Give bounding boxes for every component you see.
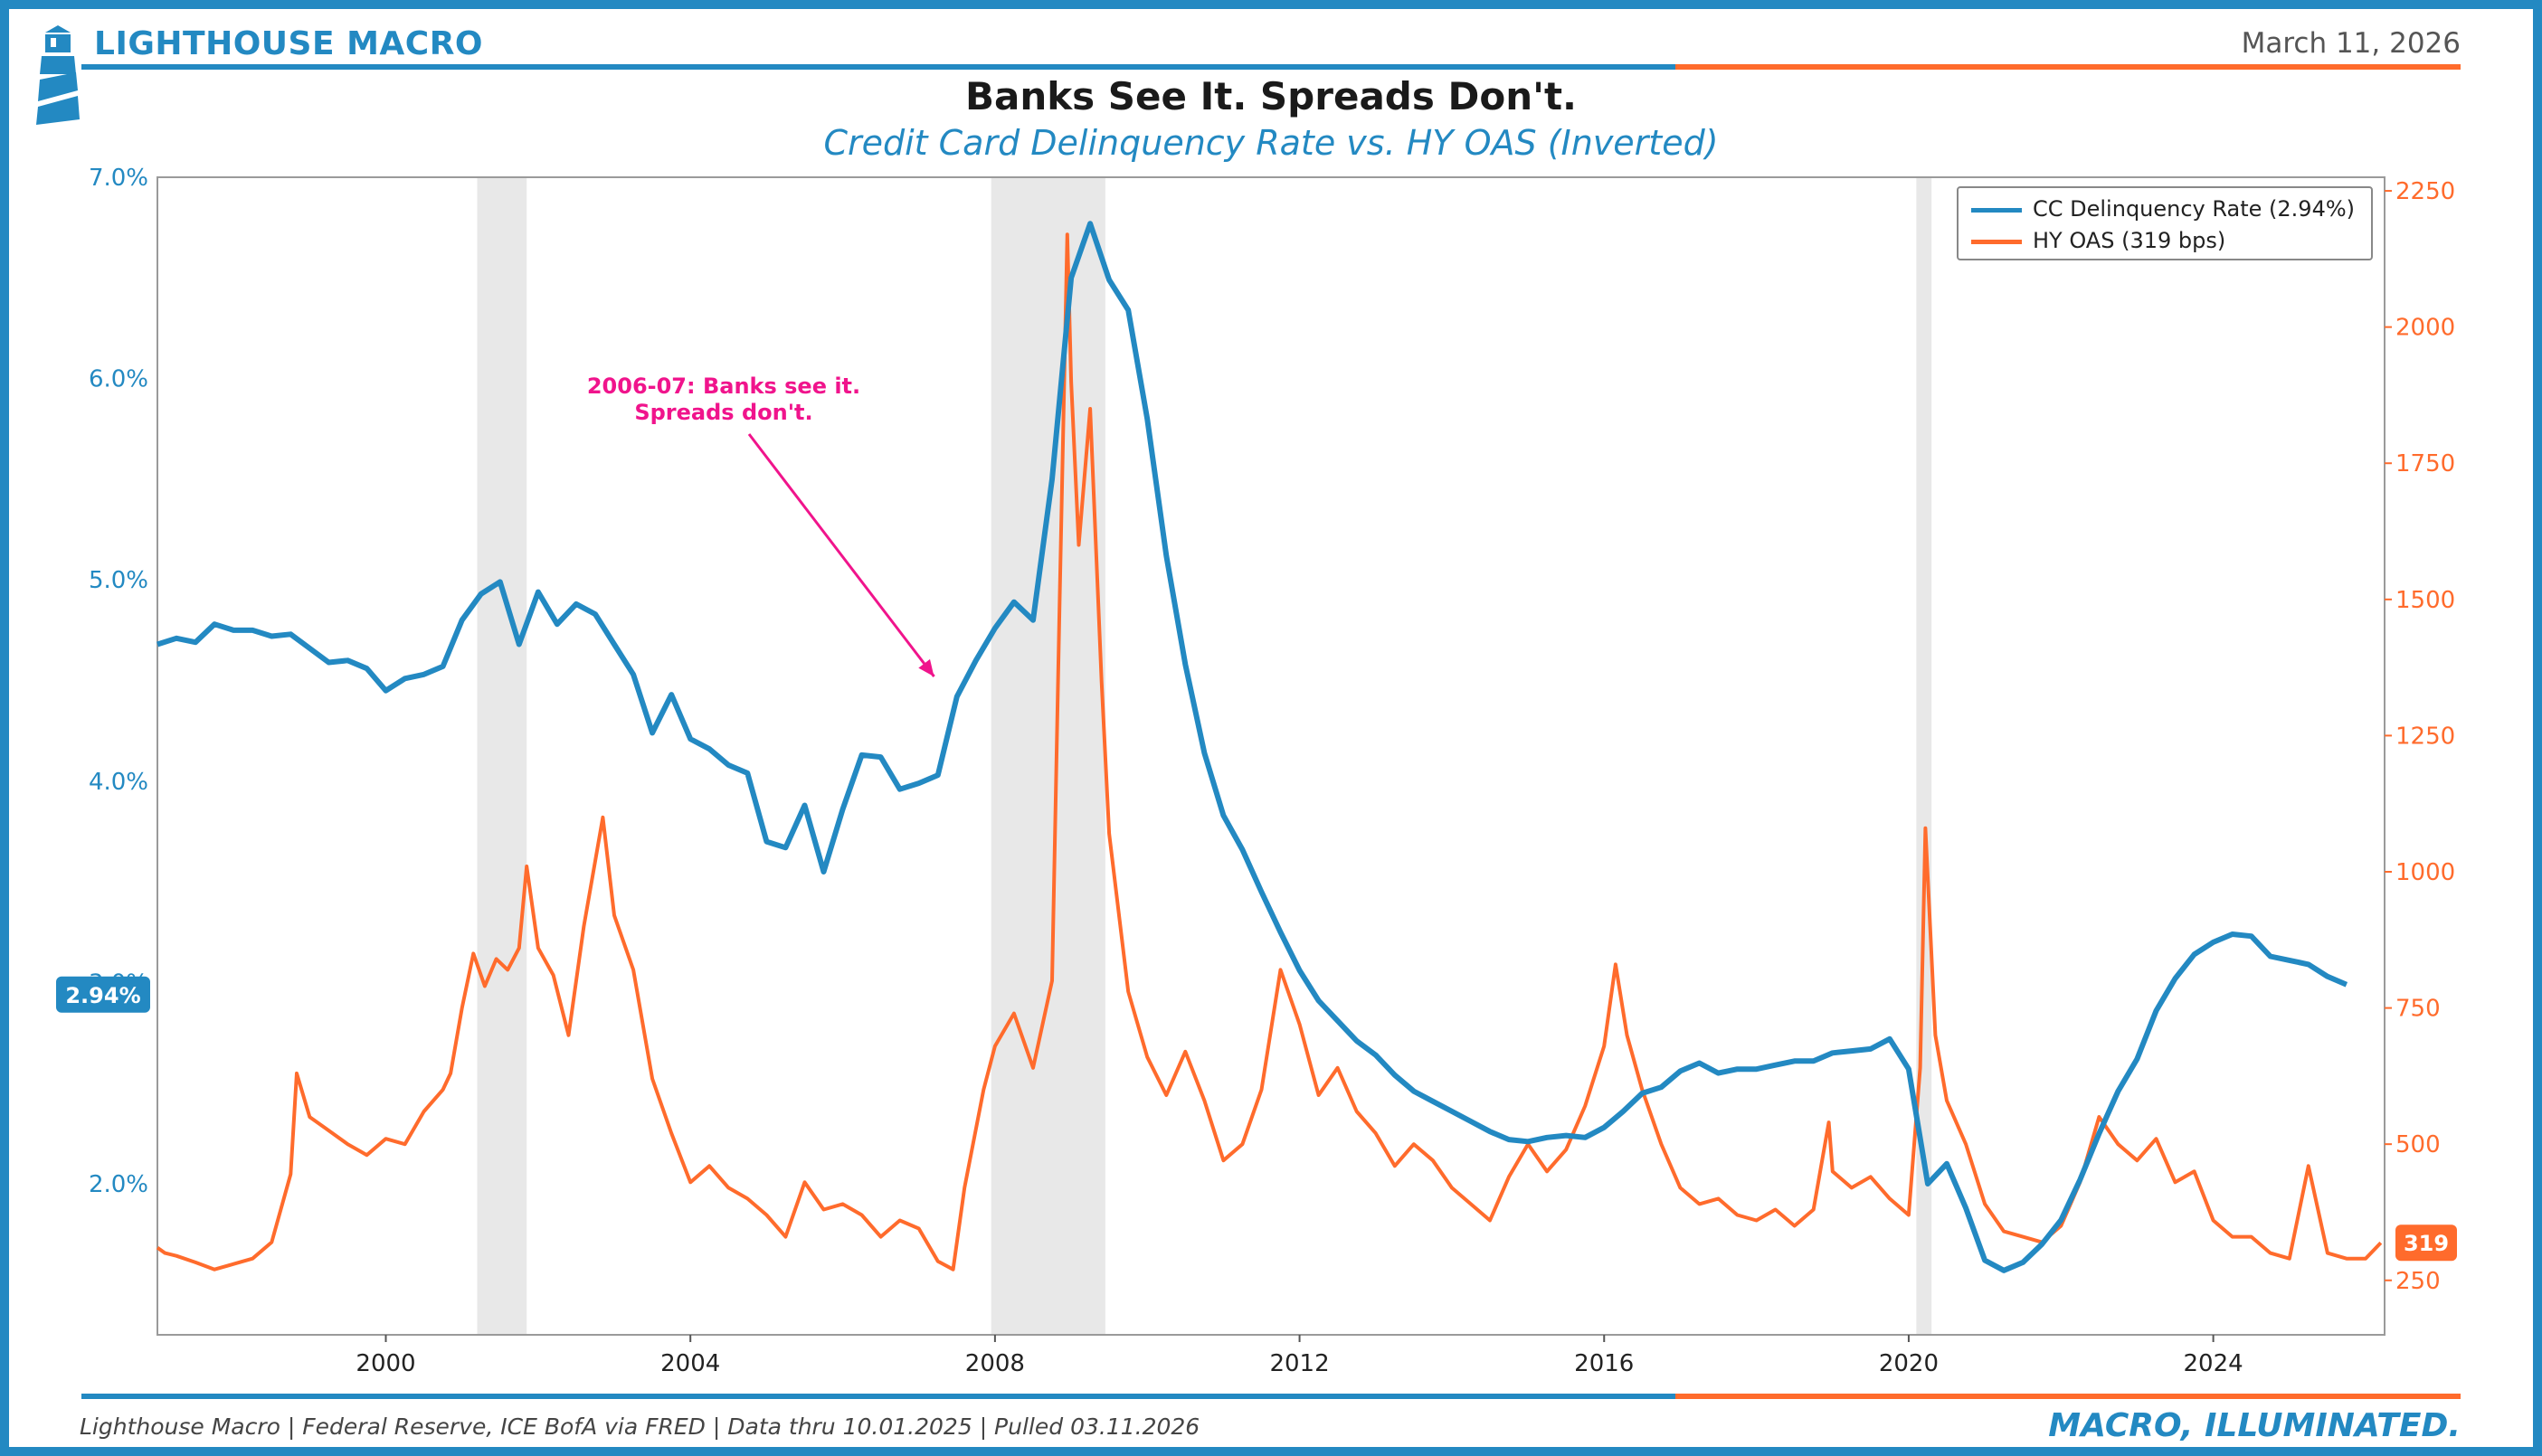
right-tick-label-7: 2000: [2395, 315, 2455, 342]
x-tick-label-2012: 2012: [1269, 1350, 1329, 1377]
right-tick-label-1: 500: [2395, 1131, 2441, 1158]
annotation-line-1: 2006-07: Banks see it.: [586, 373, 861, 399]
recession-band-0: [477, 177, 527, 1335]
lighthouse-icon: [36, 25, 80, 125]
brand-name: LIGHTHOUSE MACRO: [94, 25, 484, 62]
annotation-arrowhead: [918, 658, 934, 677]
end-badge-delinquency-label: 2.94%: [65, 983, 140, 1008]
cc-delinquency-line: [157, 221, 2348, 1273]
annotation-text: 2006-07: Banks see it. Spreads don't.: [543, 373, 905, 426]
right-tick-label-3: 1000: [2395, 859, 2455, 886]
right-tick-label-5: 1500: [2395, 587, 2455, 614]
chart-legend: CC Delinquency Rate (2.94%) HY OAS (319 …: [1957, 186, 2373, 260]
x-tick-label-2008: 2008: [965, 1350, 1025, 1377]
chart-subtitle: Credit Card Delinquency Rate vs. HY OAS …: [823, 123, 1719, 163]
right-tick-label-2: 750: [2395, 996, 2441, 1023]
annotation-line-2: Spreads don't.: [634, 400, 813, 425]
hy-oas-line: [156, 232, 2383, 1272]
report-date: March 11, 2026: [2241, 27, 2461, 60]
end-badge-delinquency: [56, 976, 150, 1013]
left-tick-label-5: 7.0%: [89, 165, 148, 192]
right-tick-label-0: 250: [2395, 1268, 2441, 1295]
x-tick-label-2016: 2016: [1574, 1350, 1634, 1377]
legend-item-hy-oas: HY OAS (319 bps): [1971, 227, 2225, 254]
footer-tagline: MACRO, ILLUMINATED.: [2048, 1407, 2461, 1444]
end-badge-hy-oas-label: 319: [2404, 1231, 2449, 1256]
x-tick-label-2004: 2004: [660, 1350, 720, 1377]
x-tick-label-2024: 2024: [2184, 1350, 2243, 1377]
chart-title: Banks See It. Spreads Don't.: [965, 74, 1577, 118]
x-tick-label-2020: 2020: [1879, 1350, 1939, 1377]
plot-area-border: [157, 176, 2385, 1336]
x-tick-label-2000: 2000: [356, 1350, 415, 1377]
legend-item-delinquency: CC Delinquency Rate (2.94%): [1971, 195, 2355, 222]
legend-swatch-orange: [1971, 239, 2022, 244]
annotation-arrow: [747, 433, 935, 677]
legend-swatch-blue: [1971, 207, 2022, 213]
left-tick-label-3: 5.0%: [89, 567, 148, 594]
right-tick-label-8: 2250: [2395, 178, 2455, 205]
legend-label-hy-oas: HY OAS (319 bps): [2033, 228, 2226, 253]
end-badge-hy-oas: [2395, 1224, 2457, 1262]
right-tick-label-4: 1250: [2395, 723, 2455, 750]
footer-source: Lighthouse Macro | Federal Reserve, ICE …: [80, 1413, 1200, 1440]
left-tick-label-4: 6.0%: [89, 366, 148, 393]
right-tick-label-6: 1750: [2395, 450, 2455, 477]
left-tick-label-0: 2.0%: [89, 1171, 148, 1198]
recession-band-1: [991, 177, 1105, 1335]
left-tick-label-2: 4.0%: [89, 769, 148, 796]
legend-label-delinquency: CC Delinquency Rate (2.94%): [2033, 196, 2356, 222]
